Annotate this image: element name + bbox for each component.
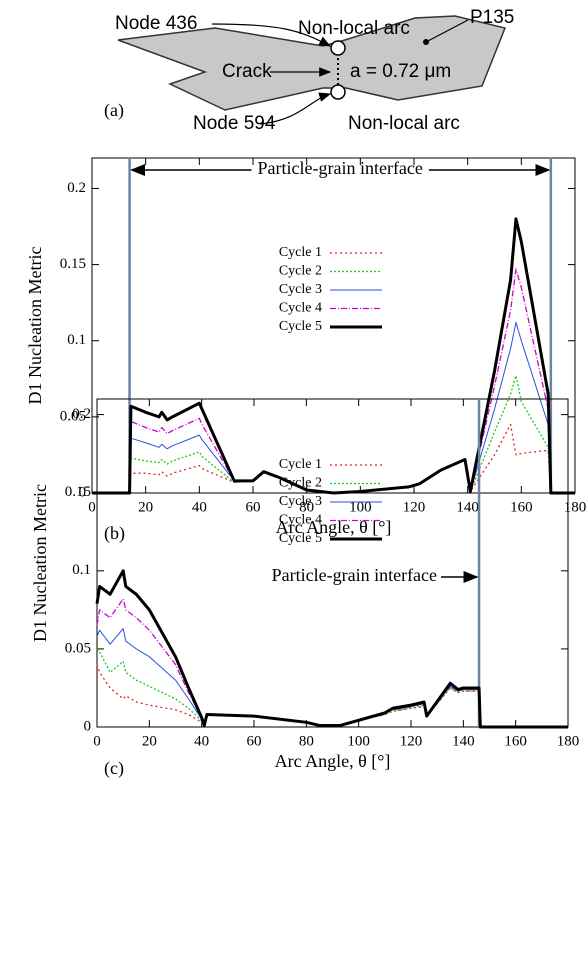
legend-label: Cycle 5 bbox=[279, 319, 322, 334]
label: Non-local arc bbox=[348, 113, 460, 134]
plot-frame bbox=[96, 398, 569, 728]
diagram: Node 436 Non-local arc P135 Crack a = 0.… bbox=[104, 7, 514, 134]
arrow bbox=[211, 23, 332, 47]
legend-label: Cycle 4 bbox=[279, 513, 322, 528]
x-axis-label: Arc Angle, θ [°] bbox=[275, 751, 391, 771]
legend-label: Cycle 3 bbox=[279, 282, 322, 297]
y-tick-label: 0.05 bbox=[65, 640, 91, 656]
legend-label: Cycle 3 bbox=[279, 494, 322, 509]
data-line bbox=[96, 648, 568, 728]
y-tick-label: 0.2 bbox=[72, 406, 91, 422]
y-axis-label: D1 Nucleation Metric bbox=[30, 484, 50, 642]
panel-label: (a) bbox=[104, 100, 124, 121]
data-line bbox=[96, 664, 568, 728]
panel-label: (c) bbox=[104, 758, 124, 779]
annotation: Particle-grain interface bbox=[258, 158, 423, 178]
legend-label: Cycle 2 bbox=[279, 264, 322, 279]
x-tick-label: 60 bbox=[247, 733, 262, 749]
y-tick-label: 0.1 bbox=[72, 562, 91, 578]
x-tick-label: 100 bbox=[347, 733, 370, 749]
y-tick-label: 0.1 bbox=[67, 332, 86, 348]
label: Node 436 bbox=[115, 13, 197, 34]
data-line bbox=[96, 598, 568, 728]
x-tick-label: 140 bbox=[456, 499, 479, 515]
x-tick-label: 80 bbox=[299, 499, 314, 515]
annotation: Particle-grain interface bbox=[272, 565, 437, 585]
x-tick-label: 180 bbox=[557, 733, 580, 749]
x-tick-label: 160 bbox=[510, 499, 533, 515]
y-axis-label: D1 Nucleation Metric bbox=[25, 247, 45, 405]
panel-label: (b) bbox=[104, 523, 125, 544]
data-line bbox=[95, 569, 568, 729]
y-tick-label: 0 bbox=[79, 484, 87, 500]
x-axis-label: Arc Angle, θ [°] bbox=[276, 517, 392, 537]
y-tick-label: 0 bbox=[84, 718, 92, 734]
x-tick-label: 140 bbox=[452, 733, 475, 749]
x-tick-label: 20 bbox=[142, 733, 157, 749]
arrow bbox=[425, 19, 469, 43]
node-marker bbox=[330, 84, 346, 100]
x-tick-label: 180 bbox=[564, 499, 587, 515]
x-tick-label: 120 bbox=[403, 499, 426, 515]
node-marker bbox=[330, 40, 346, 56]
label: Non-local arc bbox=[298, 18, 410, 39]
legend-label: Cycle 4 bbox=[279, 301, 322, 316]
chart: 0 0.05 0.1 0.15 0.2 0 20 40 60 80 100 120 140 160 180 A… bbox=[30, 398, 580, 779]
y-tick-label: 0.2 bbox=[67, 180, 86, 196]
y-tick-label: 0.05 bbox=[60, 408, 86, 424]
label: Node 594 bbox=[193, 113, 276, 134]
point bbox=[423, 39, 429, 45]
data-line bbox=[92, 375, 575, 494]
data-line bbox=[92, 217, 575, 495]
label: P135 bbox=[470, 7, 514, 28]
x-tick-label: 20 bbox=[138, 499, 153, 515]
x-tick-label: 80 bbox=[299, 733, 314, 749]
x-tick-label: 120 bbox=[400, 733, 423, 749]
data-line bbox=[92, 423, 575, 494]
x-tick-label: 0 bbox=[88, 499, 96, 515]
label: a = 0.72 μm bbox=[350, 61, 451, 82]
chart: 0 0.05 0.1 0.15 0.2 0 20 40 60 80 100 120 140 160 180 A… bbox=[25, 157, 587, 544]
x-tick-label: 40 bbox=[194, 733, 209, 749]
legend-label: Cycle 5 bbox=[279, 531, 322, 546]
legend-label: Cycle 1 bbox=[279, 457, 322, 472]
legend-label: Cycle 1 bbox=[279, 245, 322, 260]
x-tick-label: 40 bbox=[192, 499, 207, 515]
y-tick-label: 0.15 bbox=[60, 256, 86, 272]
label: Crack bbox=[222, 61, 272, 82]
x-tick-label: 0 bbox=[93, 733, 101, 749]
data-line bbox=[92, 268, 575, 494]
arrow bbox=[259, 92, 332, 125]
x-tick-label: 100 bbox=[349, 499, 372, 515]
x-tick-label: 60 bbox=[246, 499, 261, 515]
legend-label: Cycle 2 bbox=[279, 476, 322, 491]
x-tick-label: 160 bbox=[504, 733, 527, 749]
y-tick-label: 0.15 bbox=[65, 484, 91, 500]
